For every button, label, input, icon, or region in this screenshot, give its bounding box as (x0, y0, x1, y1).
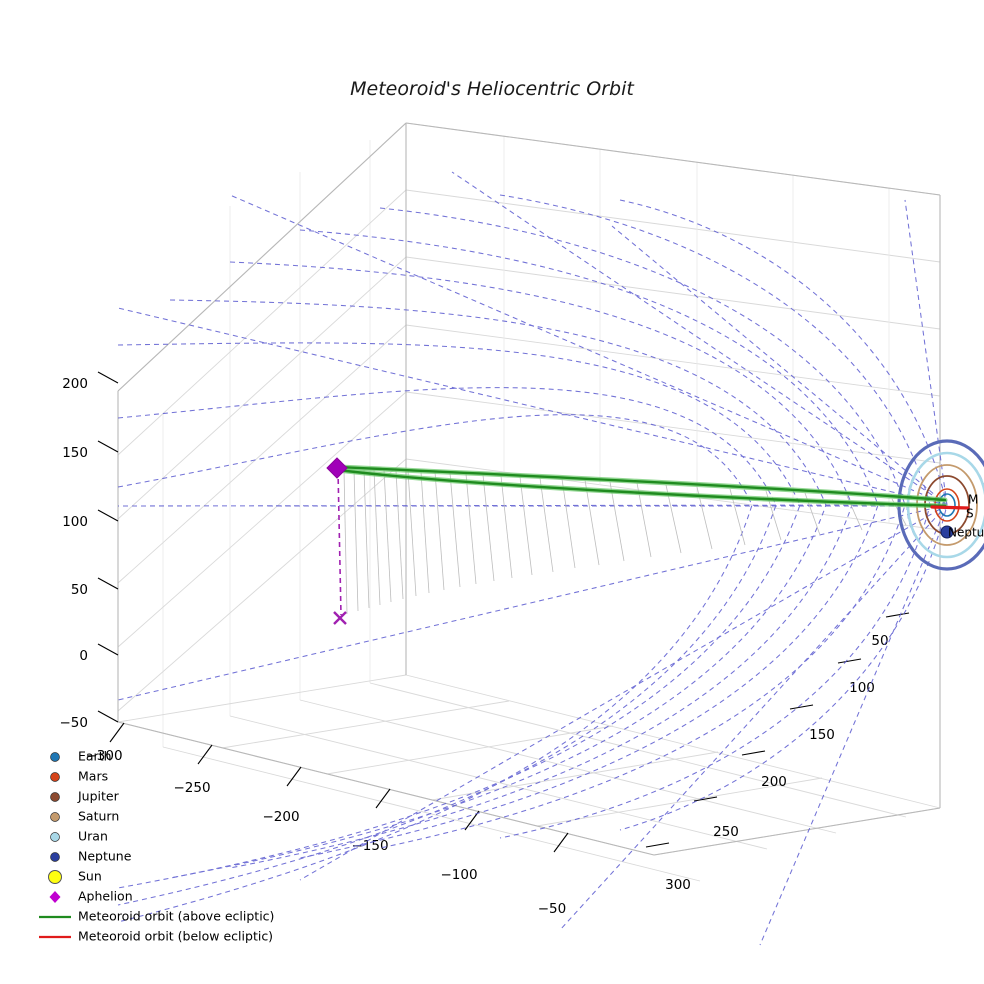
y-tick-5: 300 (645, 842, 691, 893)
legend-marker-dot (50, 792, 60, 802)
orbit-above-ecliptic-lower (336, 468, 947, 508)
orbit-above-ecliptic-upper (336, 465, 947, 502)
x-tick-label: −250 (173, 780, 210, 796)
legend-item-jupiter[interactable]: Jupiter (50, 789, 120, 804)
meteoroid-orbit (335, 464, 970, 510)
neptune-marker (940, 525, 954, 539)
legend-item-uran[interactable]: Uran (50, 829, 108, 844)
x-tick-label: −50 (538, 901, 567, 917)
orbit-neptune (897, 439, 984, 571)
z-tick-5: −50 (60, 710, 119, 731)
legend-item-sun[interactable]: Sun (48, 869, 102, 884)
z-tick-label: 100 (62, 514, 88, 530)
z-tick-label: 50 (71, 582, 88, 598)
annotation-label-m: M (968, 493, 978, 507)
legend-item-aphelion[interactable]: Aphelion (49, 889, 133, 904)
orbit-earth (938, 493, 956, 517)
y-tick-3: 200 (741, 750, 787, 790)
z-axis: 200 150 100 50 0 −50 (60, 371, 119, 731)
legend-marker-dot (50, 852, 60, 862)
legend-marker-sun (48, 870, 62, 884)
legend-item-meteoroid-orbit-above-ecliptic[interactable]: Meteoroid orbit (above ecliptic) (39, 909, 274, 924)
legend-item-label: Neptune (78, 849, 132, 864)
page-title: Meteoroid's Heliocentric Orbit (350, 78, 635, 100)
x-tick-label: −300 (85, 748, 122, 764)
x-axis: −300 −250 −200 −150 −100 −50 (85, 722, 569, 917)
legend-marker-dot (50, 812, 60, 822)
legend-item-saturn[interactable]: Saturn (50, 809, 120, 824)
legend-item-meteoroid-orbit-below-ecliptic[interactable]: Meteoroid orbit (below ecliptic) (39, 929, 273, 944)
legend: Earth Mars Jupiter Saturn Uran Neptune Sun Aphe… (39, 749, 274, 944)
x-tick-0: −300 (85, 722, 125, 764)
annotation-label-neptune: Neptu (948, 526, 984, 540)
y-tick-label: 150 (809, 727, 835, 743)
x-tick-2: −200 (262, 766, 302, 825)
y-tick-label: 300 (665, 877, 691, 893)
legend-item-label: Meteoroid orbit (below ecliptic) (78, 929, 273, 944)
y-axis: 50 100 150 200 250 300 (645, 612, 910, 893)
axis-spines (117, 122, 941, 856)
x-tick-1: −250 (173, 744, 213, 796)
orbit-jupiter (924, 475, 970, 535)
z-tick-label: 0 (79, 648, 88, 664)
z-tick-3: 50 (71, 577, 119, 598)
legend-marker-dot (50, 832, 60, 842)
annotation-label-s: S (966, 507, 974, 521)
legend-item-label: Sun (78, 869, 102, 884)
z-tick-0: 200 (62, 371, 119, 392)
y-tick-label: 200 (761, 774, 787, 790)
z-tick-label: 150 (62, 445, 88, 461)
orbit-saturn (916, 464, 978, 546)
x-tick-5: −50 (538, 832, 569, 917)
x-tick-label: −150 (351, 838, 388, 854)
legend-item-label: Saturn (78, 809, 119, 824)
legend-marker-diamond (49, 891, 61, 903)
orbit-uranus (906, 451, 984, 559)
legend-item-earth[interactable]: Earth (50, 749, 112, 764)
y-tick-label: 250 (713, 824, 739, 840)
z-tick-4: 0 (79, 643, 119, 664)
y-tick-4: 250 (693, 796, 739, 840)
legend-item-label: Meteoroid orbit (above ecliptic) (78, 909, 274, 924)
z-tick-label: 200 (62, 376, 88, 392)
legend-item-label: Earth (78, 749, 112, 764)
x-tick-label: −200 (262, 809, 299, 825)
y-tick-label: 100 (849, 680, 875, 696)
aphelion-droplin (337, 469, 342, 616)
orbit-below-ecliptic (930, 505, 970, 510)
y-tick-1: 100 (837, 658, 875, 696)
legend-item-label: Uran (78, 829, 108, 844)
y-tick-2: 150 (789, 704, 835, 743)
z-tick-2: 100 (62, 509, 119, 530)
z-tick-label: −50 (60, 715, 89, 731)
aphelion-group (326, 457, 348, 625)
legend-item-mars[interactable]: Mars (50, 769, 109, 784)
x-tick-3: −150 (351, 788, 391, 854)
legend-item-label: Mars (78, 769, 108, 784)
legend-marker-dot (50, 772, 60, 782)
legend-item-neptune[interactable]: Neptune (50, 849, 132, 864)
z-tick-1: 150 (62, 440, 119, 461)
planet-markers (940, 525, 954, 539)
y-tick-0: 50 (871, 612, 910, 649)
legend-item-label: Jupiter (77, 789, 120, 804)
x-tick-label: −100 (440, 867, 477, 883)
orbit-mars (934, 488, 960, 522)
planet-orbit-circles (897, 439, 984, 571)
aphelion-marker (326, 457, 348, 479)
y-tick-label: 50 (871, 633, 888, 649)
aphelion-projection-marker (333, 611, 347, 625)
legend-item-label: Aphelion (78, 889, 133, 904)
legend-marker-dot (50, 752, 60, 762)
edge-annotations: M S Neptu (948, 493, 984, 540)
